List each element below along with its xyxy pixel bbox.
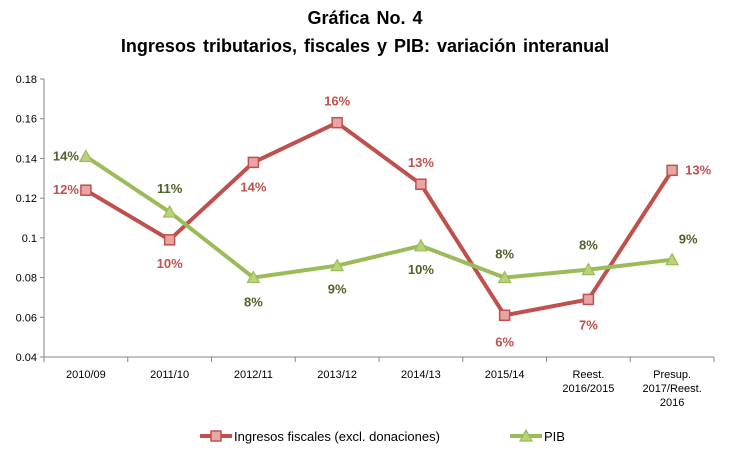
data-label: 9% — [328, 282, 347, 297]
chart-title: Gráfica No. 4 — [307, 8, 423, 28]
data-point — [666, 164, 678, 177]
y-tick-label: 0.1 — [22, 233, 37, 245]
data-point — [247, 156, 260, 169]
y-tick-label: 0.04 — [16, 352, 37, 364]
data-label: 12% — [53, 182, 79, 197]
x-tick-label: Reest. 2016/2015 — [562, 369, 614, 395]
data-point — [80, 184, 92, 196]
series-line — [84, 154, 673, 280]
legend-marker — [518, 428, 534, 442]
data-label: 6% — [495, 334, 514, 349]
data-label: 11% — [157, 181, 183, 196]
data-label: 7% — [579, 317, 598, 332]
data-label: 10% — [157, 256, 183, 271]
data-labels: 12% 10% 14% 16% 13% 6% 7% 13% 14% 11% 8% 9% 10% 8% 8% 9… — [53, 94, 712, 350]
legend-label: Ingresos fiscales (excl. donaciones) — [234, 429, 440, 444]
x-tick-label: 2012/11 — [234, 369, 273, 381]
legend: Ingresos fiscales (excl. donaciones) PIB — [200, 428, 565, 444]
data-point — [330, 258, 345, 272]
x-axis-ticks: 2010/09 2011/10 2012/11 2013/12 2014/13 2015/… — [43, 357, 715, 409]
y-tick-label: 0.06 — [16, 312, 37, 324]
data-label: 8% — [244, 295, 263, 310]
data-point — [163, 234, 176, 246]
x-tick-label: 2011/10 — [150, 369, 189, 381]
data-label: 8% — [579, 238, 598, 253]
legend-label: PIB — [544, 429, 565, 444]
data-label: 14% — [240, 179, 266, 194]
data-point — [581, 262, 596, 276]
data-point — [78, 149, 93, 163]
legend-marker — [210, 430, 222, 442]
series-layer — [78, 116, 680, 322]
data-label: 13% — [685, 162, 711, 177]
data-point — [246, 270, 261, 284]
data-label: 9% — [679, 232, 698, 247]
data-point — [413, 238, 428, 252]
x-tick-label: 2013/12 — [317, 369, 357, 381]
y-tick-label: 0.14 — [16, 153, 37, 165]
series-ingresos-fiscales — [80, 116, 678, 322]
y-axis-ticks: 0.04 0.06 0.08 0.1 0.12 0.14 0.16 0.18 — [16, 74, 44, 364]
data-point — [497, 270, 512, 284]
data-label: 16% — [324, 94, 350, 109]
y-tick-label: 0.18 — [16, 74, 37, 86]
x-tick-label: Presup. 2017/Reest. 2016 — [642, 369, 701, 409]
data-label: 10% — [408, 262, 434, 277]
y-tick-label: 0.12 — [16, 193, 37, 205]
series-line — [84, 120, 674, 318]
chart-subtitle: Ingresos tributarios, fiscales y PIB: va… — [120, 36, 610, 56]
x-tick-label: 2010/09 — [66, 369, 106, 381]
legend-item: Ingresos fiscales (excl. donaciones) — [200, 429, 440, 444]
y-tick-label: 0.08 — [16, 273, 37, 285]
chart-axes — [43, 79, 714, 358]
data-point — [331, 116, 343, 129]
x-tick-label: 2015/14 — [485, 369, 525, 381]
series-pib — [78, 149, 680, 284]
data-point — [498, 309, 511, 322]
x-tick-label: 2014/13 — [401, 369, 441, 381]
data-label: 8% — [495, 247, 514, 262]
data-label: 14% — [53, 148, 79, 163]
data-label: 13% — [408, 155, 434, 170]
data-point — [582, 293, 595, 306]
data-point — [415, 178, 427, 190]
y-tick-label: 0.16 — [16, 114, 37, 126]
legend-item: PIB — [510, 428, 565, 444]
data-point — [665, 252, 680, 266]
data-point — [162, 204, 177, 218]
